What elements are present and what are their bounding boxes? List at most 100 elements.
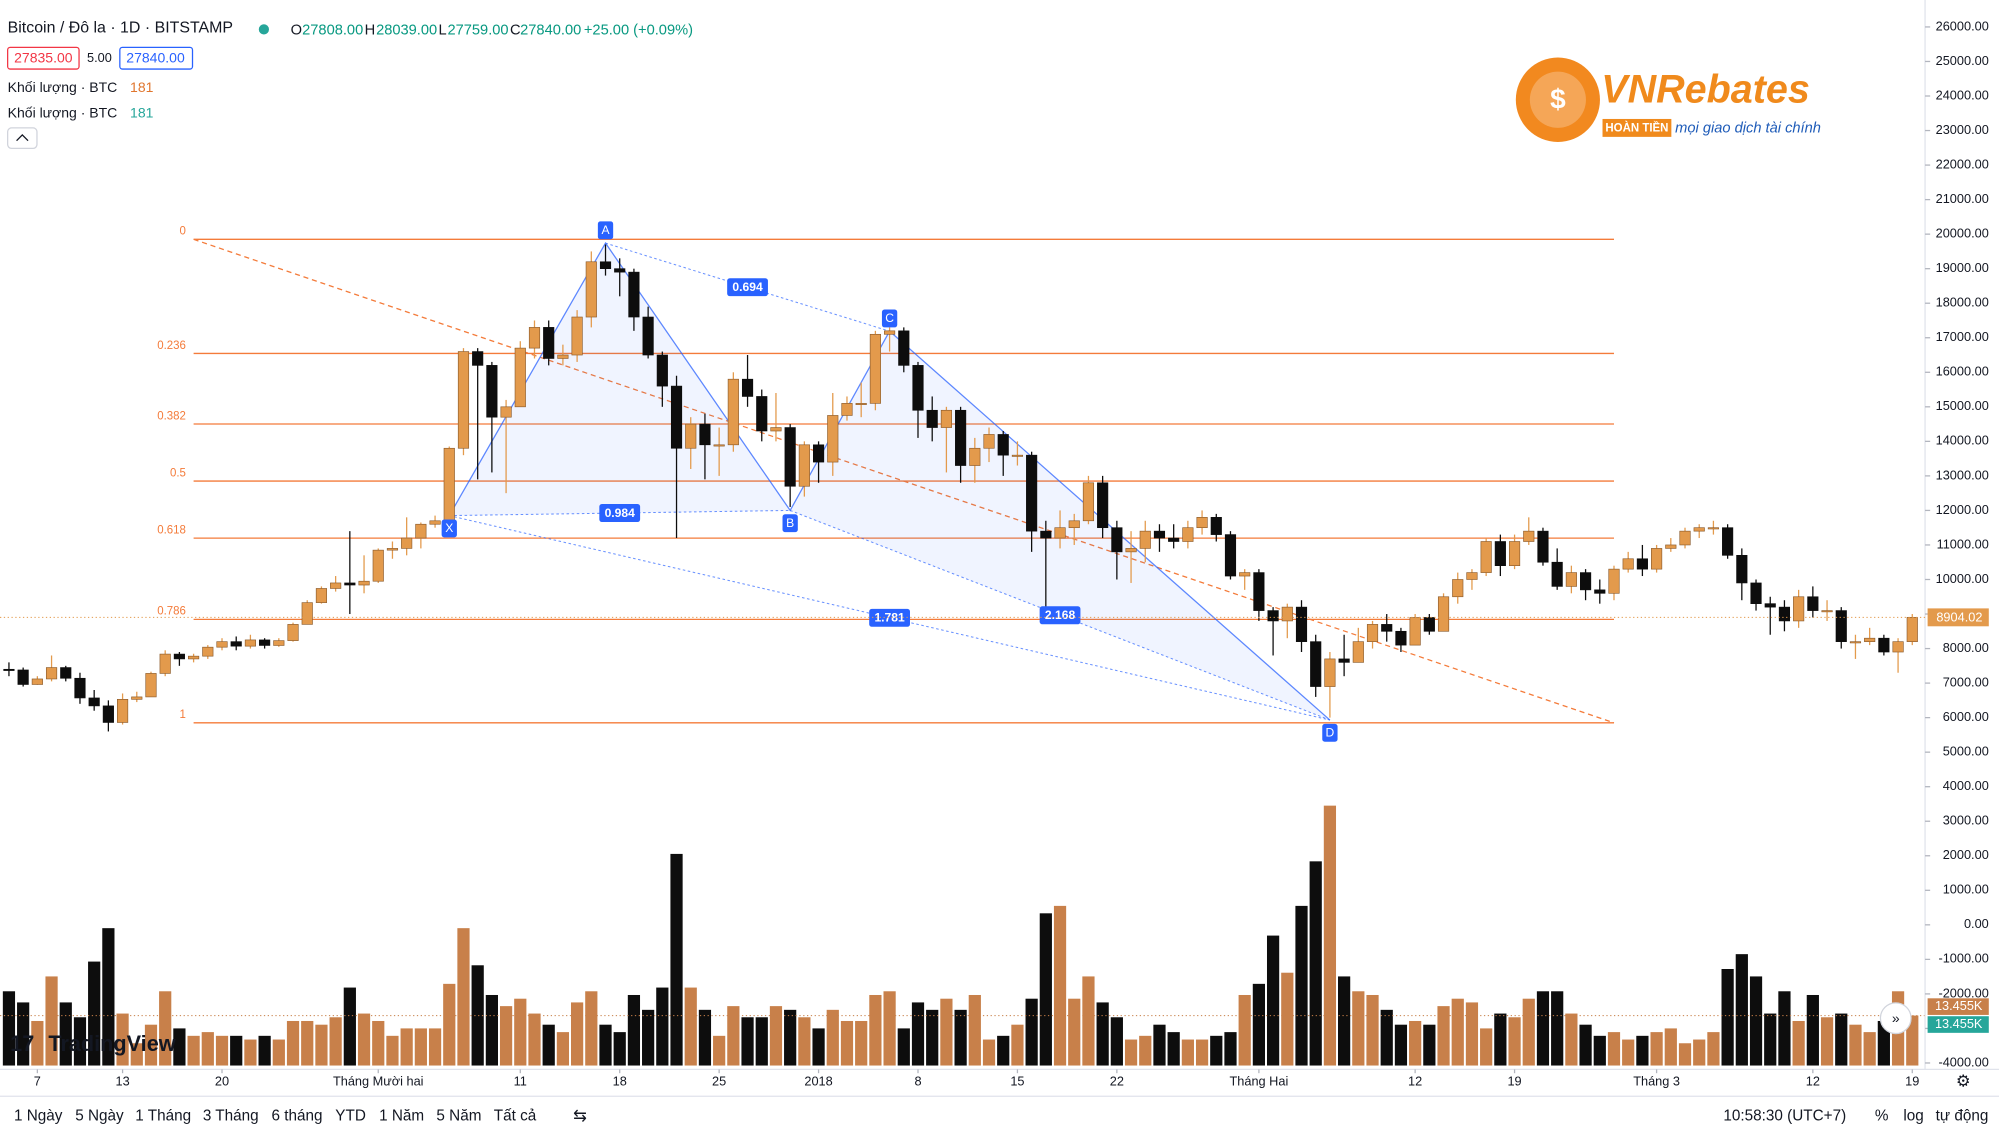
volume-bar [1792,1020,1805,1066]
volume-bar [1877,1020,1890,1066]
candle-body [926,409,938,428]
candle-body [1878,637,1890,653]
logo-inner [1529,71,1586,128]
pattern-point-box [881,309,898,328]
pattern-point-label: D [1326,726,1335,740]
candle-body [1168,537,1180,542]
candle-body [642,316,654,356]
volume-bar [1678,1043,1692,1066]
toolbar: 1 Ngày 5 Ngày 1 Tháng 3 Tháng 6 tháng YTD 1 Nă… [14,1108,537,1125]
candle-body [31,678,43,685]
volume-bar [386,1035,399,1066]
fib-level-label: 0.5 [170,467,186,479]
bid-box[interactable] [7,46,80,70]
candle-body [1508,541,1521,566]
indicator-value: 181 [130,79,154,95]
volume-bar [1764,1013,1777,1066]
candle-body [912,365,924,411]
volume-bar [570,1002,584,1066]
range-button[interactable]: YTD [335,1108,366,1125]
candle-body [1636,558,1648,570]
volume-bar [1082,976,1095,1066]
volume-bar [1849,1024,1862,1066]
candle-body [301,602,313,625]
indicator-value: 181 [130,105,154,121]
volume-bar [1210,1035,1223,1066]
candle-body [1793,596,1805,622]
volume-bar [812,1028,825,1066]
candle-body [969,447,981,466]
candle-body [486,365,498,418]
volume-bar [1252,983,1266,1066]
scroll-button[interactable] [1879,1002,1912,1035]
range-button[interactable]: 1 Năm [379,1108,424,1125]
ask[interactable]: 27840.00 [126,50,185,66]
log-toggle[interactable]: log [1903,1108,1923,1125]
volume-bar [187,1035,200,1066]
candle-body [1082,482,1095,522]
symbol: Bitcoin / Đô la · 1D · BITSTAMP [8,19,233,36]
volume-bar [1423,1024,1436,1066]
volume-bar [1863,1032,1876,1066]
volume-bar [1281,972,1294,1066]
goto-date-icon[interactable]: ⇆ [573,1106,587,1125]
range-button[interactable]: 6 tháng [272,1108,323,1125]
axis-layer: 26000.00 25000.00 24000.00 23000.00 22000.00… [0,18,1989,1089]
candle-body [1722,527,1734,556]
percent-toggle[interactable]: % [1875,1108,1889,1125]
volume-bar [159,991,172,1066]
candle-body [1565,572,1577,587]
candle-body [1224,534,1237,577]
y-tick-label: 16000.00 [1936,364,1989,379]
candle-body [330,582,342,589]
candle-body [1622,558,1634,570]
settings-icon[interactable]: ⚙ [1956,1072,1971,1091]
y-tick-label: 26000.00 [1936,18,1989,33]
range-button[interactable]: 3 Tháng [203,1108,259,1125]
logo-name: VNRebates [1601,68,1810,112]
volume-bar [1593,1035,1606,1066]
range-button[interactable]: Tất cả [494,1108,537,1125]
candle-body [670,385,683,449]
y-tick-label: 10000.00 [1936,571,1989,586]
volume-bar [1011,1024,1024,1066]
y-tick-label: 7000.00 [1943,674,1989,689]
candle-body [784,427,796,487]
candle-body [1295,606,1308,642]
collapse-icon [16,134,29,142]
y-tick-label: 25000.00 [1936,53,1989,68]
candle-body [1523,530,1535,542]
candle-layer [3,244,1918,732]
volume-bar [1295,905,1308,1066]
volume-bar [1522,998,1535,1066]
range-button[interactable]: 5 Năm [436,1108,481,1125]
x-tick-label: 8 [914,1074,921,1089]
candle-body [1608,568,1620,594]
range-button[interactable]: 1 Tháng [135,1108,191,1125]
pattern-point-box [1322,723,1338,742]
collapse-button[interactable] [7,127,38,150]
volume-bar [1536,991,1550,1066]
volume-bar [1749,976,1763,1066]
range-button[interactable]: 1 Ngày [14,1108,63,1125]
auto-toggle[interactable]: tự động [1936,1108,1989,1125]
bid[interactable]: 27835.00 [14,50,73,66]
candle-body [102,705,114,723]
candle-body [45,667,58,680]
y-tick-label: 20000.00 [1936,226,1989,241]
candle-body [145,673,157,698]
candle-body [1651,548,1663,570]
ask-box[interactable] [119,46,194,70]
volume-bar [1551,991,1564,1066]
candle-body [1807,596,1819,611]
volume-bar [1068,998,1081,1066]
volume-bar [954,1009,967,1066]
candle-body [741,378,754,397]
watermark-icon: 17 [10,1031,34,1056]
range-button[interactable]: 5 Ngày [75,1108,124,1125]
fib-level-label: 0.786 [157,606,186,618]
x-tick-label: 20 [215,1074,229,1089]
y-tick-label: 0.00 [1964,916,1989,931]
ratio-label-box [599,504,641,522]
